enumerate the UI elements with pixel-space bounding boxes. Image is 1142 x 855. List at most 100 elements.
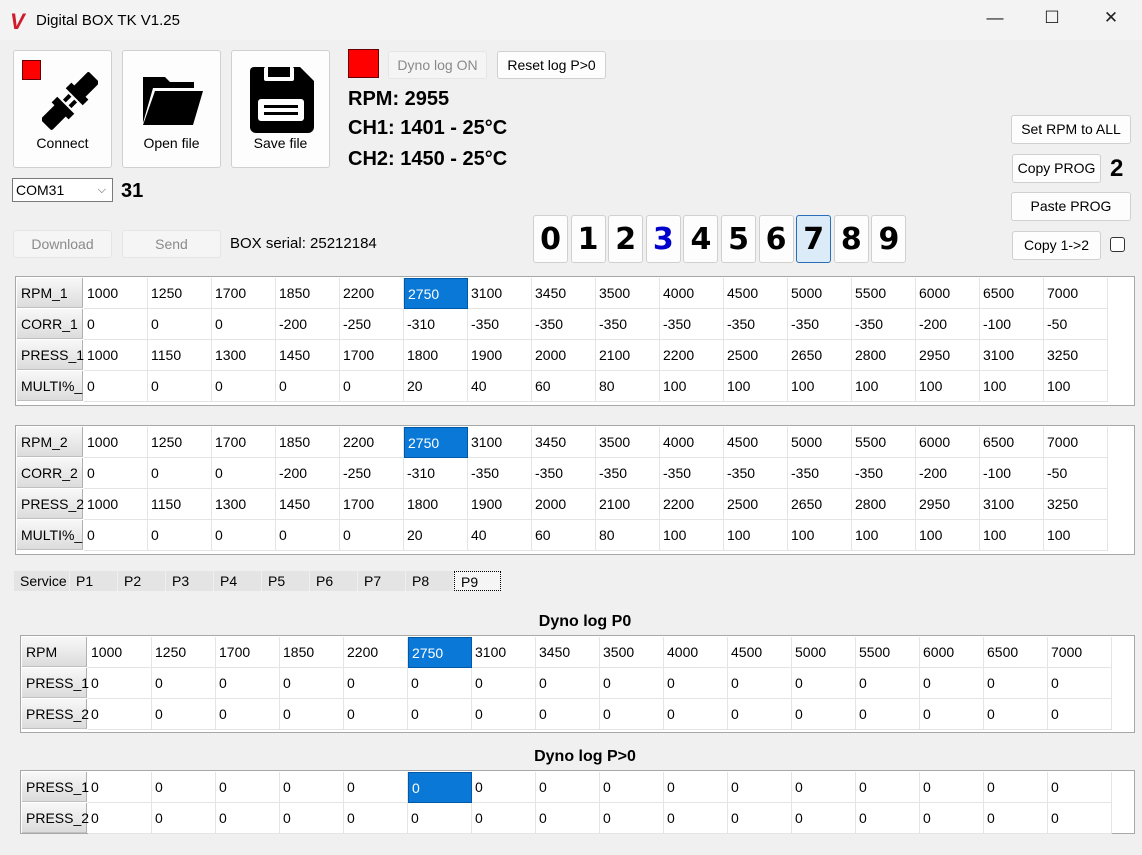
table-cell[interactable]: -200: [916, 309, 980, 340]
table-cell[interactable]: 0: [1048, 668, 1112, 699]
tab-service[interactable]: Service: [14, 571, 69, 591]
table-cell[interactable]: 3450: [536, 637, 600, 668]
table-cell[interactable]: -350: [468, 458, 532, 489]
table-cell[interactable]: 1000: [84, 489, 148, 520]
table-cell[interactable]: 0: [344, 668, 408, 699]
table-cell[interactable]: 1150: [148, 489, 212, 520]
table-cell[interactable]: 0: [1048, 803, 1112, 834]
table-cell[interactable]: 100: [852, 371, 916, 402]
row-header[interactable]: RPM: [22, 637, 87, 667]
table-cell[interactable]: 6500: [984, 637, 1048, 668]
table-cell[interactable]: 1900: [468, 340, 532, 371]
table-cell[interactable]: 0: [472, 699, 536, 730]
table-cell[interactable]: 5000: [792, 637, 856, 668]
tab-p2[interactable]: P2: [118, 571, 165, 591]
table-cell[interactable]: 0: [280, 699, 344, 730]
program-button-2[interactable]: 2: [608, 215, 644, 263]
table-cell[interactable]: 7000: [1044, 427, 1108, 458]
table-cell[interactable]: 60: [532, 371, 596, 402]
table-cell[interactable]: 6000: [916, 427, 980, 458]
table-cell[interactable]: 0: [84, 309, 148, 340]
table-cell[interactable]: 1700: [212, 427, 276, 458]
table-cell[interactable]: 100: [660, 371, 724, 402]
copy-1-to-2-checkbox[interactable]: [1110, 237, 1125, 252]
table-cell[interactable]: 2650: [788, 489, 852, 520]
tab-p6[interactable]: P6: [310, 571, 357, 591]
table-cell[interactable]: 0: [152, 668, 216, 699]
table-cell[interactable]: 1250: [148, 427, 212, 458]
table-cell[interactable]: 6000: [916, 278, 980, 309]
row-header[interactable]: PRESS_2: [17, 489, 84, 519]
table-cell[interactable]: -250: [340, 458, 404, 489]
table-cell[interactable]: 1850: [276, 278, 340, 309]
table-cell[interactable]: 1150: [148, 340, 212, 371]
table-cell[interactable]: 0: [88, 699, 152, 730]
table-cell[interactable]: -200: [276, 309, 340, 340]
table-cell[interactable]: 1700: [340, 489, 404, 520]
table-cell[interactable]: 100: [1044, 371, 1108, 402]
table-cell[interactable]: -350: [660, 309, 724, 340]
reset-log-button[interactable]: Reset log P>0: [497, 51, 606, 79]
row-header[interactable]: CORR_1: [17, 309, 83, 339]
table-cell[interactable]: 0: [856, 668, 920, 699]
table-cell[interactable]: 0: [536, 668, 600, 699]
table-cell[interactable]: 0: [216, 699, 280, 730]
table-cell[interactable]: -50: [1044, 309, 1108, 340]
table-cell[interactable]: 1850: [276, 427, 340, 458]
table-cell[interactable]: 2800: [852, 340, 916, 371]
table-cell[interactable]: 0: [280, 668, 344, 699]
table-cell[interactable]: 3100: [472, 637, 536, 668]
tab-p4[interactable]: P4: [214, 571, 261, 591]
tab-p3[interactable]: P3: [166, 571, 213, 591]
table-cell[interactable]: -310: [404, 458, 468, 489]
table-cell[interactable]: 0: [344, 803, 408, 834]
table-cell[interactable]: 3250: [1044, 489, 1108, 520]
table-cell[interactable]: 2650: [788, 340, 852, 371]
program-button-1[interactable]: 1: [570, 215, 606, 263]
table-cell[interactable]: 2750: [404, 427, 468, 458]
table-cell[interactable]: 0: [792, 668, 856, 699]
table-cell[interactable]: 1700: [340, 340, 404, 371]
table-cell[interactable]: 0: [984, 699, 1048, 730]
table-cell[interactable]: 2200: [660, 340, 724, 371]
table-cell[interactable]: -350: [660, 458, 724, 489]
table-cell[interactable]: -350: [596, 309, 660, 340]
table-cell[interactable]: 6500: [980, 278, 1044, 309]
table-cell[interactable]: 1700: [216, 637, 280, 668]
table-cell[interactable]: 100: [788, 520, 852, 551]
table-cell[interactable]: 0: [984, 772, 1048, 803]
send-button[interactable]: Send: [122, 230, 221, 258]
table-cell[interactable]: 20: [404, 520, 468, 551]
table-cell[interactable]: 0: [856, 699, 920, 730]
table-cell[interactable]: 0: [664, 772, 728, 803]
close-button[interactable]: ✕: [1103, 8, 1119, 27]
table-cell[interactable]: -350: [788, 309, 852, 340]
table-cell[interactable]: 0: [84, 371, 148, 402]
row-header[interactable]: PRESS_1: [22, 668, 89, 698]
table-cell[interactable]: 0: [84, 458, 148, 489]
table-cell[interactable]: 1300: [212, 489, 276, 520]
table-cell[interactable]: 0: [728, 772, 792, 803]
table-cell[interactable]: 0: [728, 803, 792, 834]
table-cell[interactable]: -200: [276, 458, 340, 489]
table-cell[interactable]: 0: [792, 803, 856, 834]
table-cell[interactable]: 3500: [596, 278, 660, 309]
table-cell[interactable]: 5500: [852, 427, 916, 458]
table-cell[interactable]: 20: [404, 371, 468, 402]
table-cell[interactable]: 5500: [852, 278, 916, 309]
table-cell[interactable]: 40: [468, 371, 532, 402]
table-cell[interactable]: 6500: [980, 427, 1044, 458]
table-cell[interactable]: 3100: [468, 278, 532, 309]
table-cell[interactable]: 3100: [980, 489, 1044, 520]
table-cell[interactable]: 0: [212, 520, 276, 551]
table-cell[interactable]: 1300: [212, 340, 276, 371]
table-cell[interactable]: 1000: [84, 340, 148, 371]
table-cell[interactable]: 0: [920, 772, 984, 803]
table-cell[interactable]: 0: [664, 668, 728, 699]
table-cell[interactable]: 0: [856, 772, 920, 803]
table-cell[interactable]: 0: [148, 309, 212, 340]
table-cell[interactable]: 2500: [724, 489, 788, 520]
table-cell[interactable]: 7000: [1048, 637, 1112, 668]
table-cell[interactable]: 1800: [404, 489, 468, 520]
program-button-8[interactable]: 8: [833, 215, 869, 263]
